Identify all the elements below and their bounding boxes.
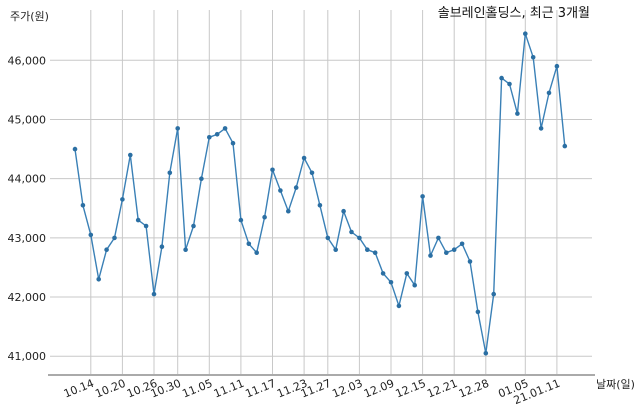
data-point <box>380 271 386 276</box>
data-point <box>483 351 489 356</box>
data-point <box>499 75 504 81</box>
data-point <box>128 152 133 158</box>
data-point <box>357 235 362 241</box>
data-point <box>451 247 457 252</box>
y-tick-labels: 41,000 42,000 43,000 44,000 45,000 46,000 <box>8 54 47 363</box>
data-point <box>491 291 497 297</box>
y-tick-label: 41,000 <box>8 350 47 363</box>
data-point <box>436 235 441 241</box>
data-point <box>412 282 418 288</box>
data-point <box>420 194 425 199</box>
x-tick-label: 12.21 <box>425 377 459 401</box>
x-tick-labels: 10.1410.2010.2610.3011.0511.1111.1711.23… <box>62 377 562 407</box>
y-tick-label: 43,000 <box>8 232 47 245</box>
data-point <box>207 135 212 140</box>
data-point <box>396 303 402 309</box>
y-tick-label: 46,000 <box>8 54 47 67</box>
data-point <box>151 291 157 297</box>
x-axis-title: 날짜(일) <box>596 377 635 391</box>
data-point <box>96 277 101 282</box>
data-point <box>507 81 512 87</box>
data-point <box>191 223 196 229</box>
data-point <box>143 223 149 229</box>
data-point <box>88 232 94 238</box>
x-tick-label: 12.15 <box>394 377 428 401</box>
data-point <box>120 197 125 202</box>
series-line <box>74 33 566 354</box>
data-point <box>538 126 544 131</box>
data-point <box>80 203 86 208</box>
x-tick-label: 11.05 <box>180 377 214 401</box>
data-point <box>278 188 283 193</box>
data-point <box>183 247 188 252</box>
data-point <box>270 167 275 173</box>
data-point <box>301 155 307 161</box>
data-point <box>72 146 78 152</box>
data-point <box>246 241 252 247</box>
data-point <box>159 244 165 249</box>
data-point <box>317 203 323 208</box>
data-point <box>333 247 339 252</box>
data-point <box>365 247 370 252</box>
data-point <box>214 132 220 137</box>
data-point <box>546 90 552 96</box>
y-tick-label: 42,000 <box>8 291 47 304</box>
data-point <box>467 259 473 264</box>
data-point <box>428 253 433 258</box>
y-tick-label: 45,000 <box>8 113 47 126</box>
data-point <box>222 126 228 131</box>
x-tick-label: 10.20 <box>93 377 127 401</box>
chart-title: 솔브레인홀딩스, 최근 3개월 <box>438 6 590 21</box>
data-point <box>167 170 173 176</box>
data-point <box>104 247 109 252</box>
grid <box>50 10 592 374</box>
data-point <box>309 170 315 176</box>
x-tick-label: 12.03 <box>330 377 364 401</box>
data-point <box>238 217 244 223</box>
data-point <box>325 235 331 241</box>
data-point <box>262 214 267 220</box>
x-tick-label: 11.11 <box>212 377 246 401</box>
x-tick-label: 11.17 <box>244 377 278 401</box>
data-point <box>515 111 520 116</box>
data-point <box>254 250 259 255</box>
data-point <box>530 55 536 60</box>
data-point <box>444 250 449 255</box>
data-point <box>562 143 568 149</box>
data-point <box>199 176 204 181</box>
data-point <box>349 229 354 235</box>
y-axis-title: 주가(원) <box>10 10 49 23</box>
data-point <box>404 271 410 276</box>
data-point <box>475 309 481 315</box>
data-point <box>135 217 141 223</box>
x-tick-label: 12.28 <box>457 377 491 401</box>
y-tick-label: 44,000 <box>8 173 47 186</box>
data-point <box>341 208 346 214</box>
data-point <box>112 235 117 241</box>
data-point <box>554 63 560 69</box>
data-point <box>286 208 291 214</box>
data-point <box>372 250 378 255</box>
data-point <box>459 241 465 247</box>
data-point <box>523 31 528 36</box>
data-point <box>175 126 180 131</box>
data-point <box>388 280 394 285</box>
x-tick-label: 10.14 <box>62 377 96 401</box>
data-point <box>230 140 236 146</box>
x-tick-label: 12.09 <box>362 377 396 401</box>
data-point <box>293 185 299 190</box>
series <box>72 31 568 356</box>
